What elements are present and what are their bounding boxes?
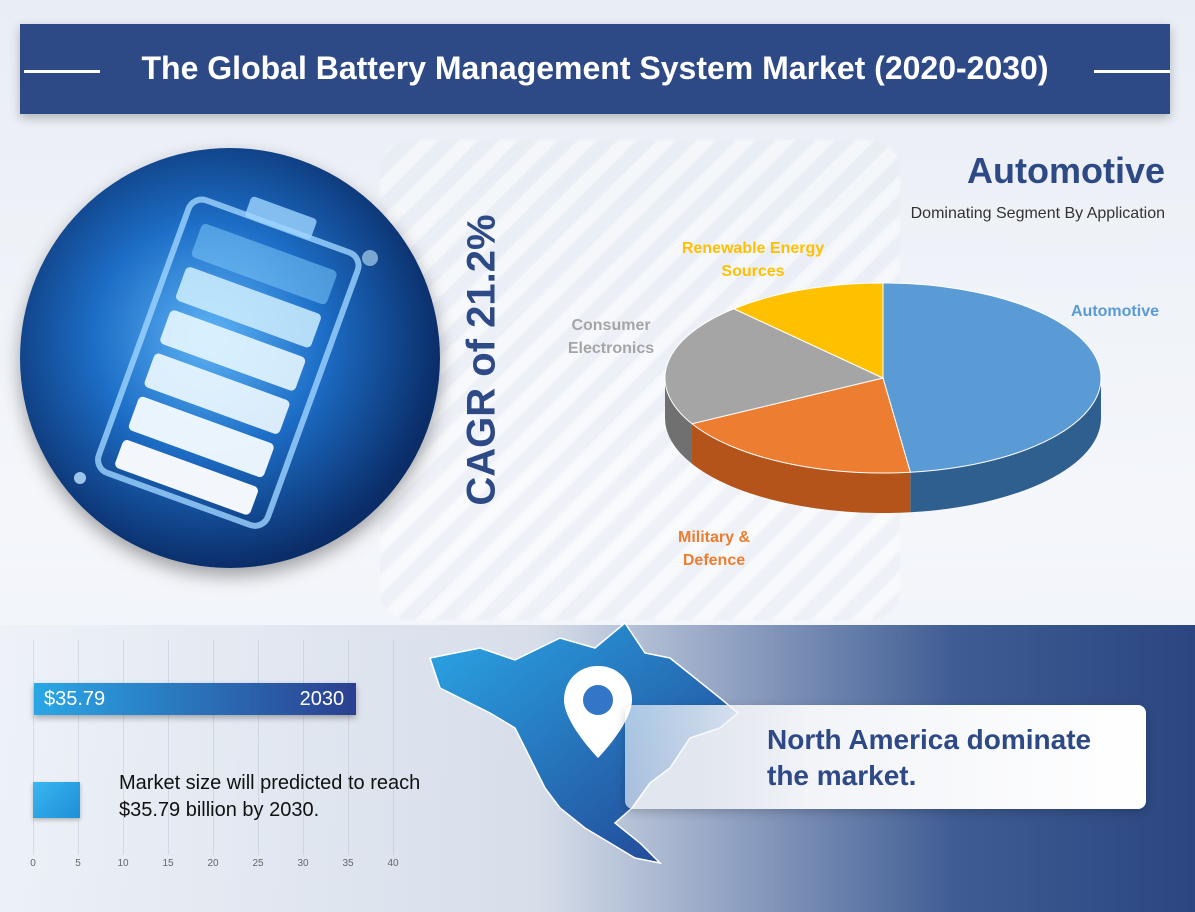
pie-label-consumer: Consumer Electronics	[567, 317, 655, 358]
segment-subtitle: Dominating Segment By Application	[910, 205, 1165, 222]
header-rule-left	[24, 70, 100, 73]
background-circuit	[380, 140, 900, 620]
pie-label-renewable: Renewable Energy Sources	[681, 240, 825, 281]
segment-title: Automotive	[967, 150, 1165, 191]
battery-image	[20, 148, 440, 568]
bar-year-label: 2030	[299, 688, 345, 710]
location-pin-icon	[564, 666, 632, 758]
x-tick-label: 15	[162, 858, 174, 869]
page-title: The Global Battery Management System Mar…	[141, 50, 1049, 86]
grid-line	[33, 640, 34, 855]
pie-side-automotive	[910, 378, 1101, 513]
grid-line	[348, 640, 349, 855]
x-tick-label: 10	[117, 858, 129, 869]
grid-line	[78, 640, 79, 855]
grid-line	[303, 640, 304, 855]
x-tick-label: 30	[297, 858, 309, 869]
header-rule-right	[1094, 70, 1170, 73]
x-tick-label: 40	[387, 858, 399, 869]
grid-line	[213, 640, 214, 855]
north-america-map	[429, 621, 740, 865]
region-text: North America dominate the market.	[767, 724, 1092, 792]
grid-line	[168, 640, 169, 855]
x-tick-label: 35	[342, 858, 354, 869]
cagr-label: CAGR of 21.2%	[459, 214, 504, 506]
battery-icon	[74, 196, 378, 529]
header-banner: The Global Battery Management System Mar…	[20, 24, 1170, 114]
grid-line	[393, 640, 394, 855]
x-tick-label: 5	[75, 858, 81, 869]
grid-line	[258, 640, 259, 855]
pie-label-automotive: Automotive	[1071, 303, 1159, 320]
legend-swatch	[33, 782, 80, 818]
x-tick-label: 0	[30, 858, 36, 869]
pie-label-military: Military & Defence	[677, 529, 750, 570]
region-card	[625, 705, 1146, 809]
market-size-bar: $35.79 2030	[34, 683, 357, 715]
x-tick-label: 25	[252, 858, 264, 869]
bar-value-label: $35.79	[44, 688, 106, 710]
legend-text: Market size will predicted to reach $35.…	[119, 772, 421, 821]
x-tick-label: 20	[207, 858, 219, 869]
grid-line	[123, 640, 124, 855]
